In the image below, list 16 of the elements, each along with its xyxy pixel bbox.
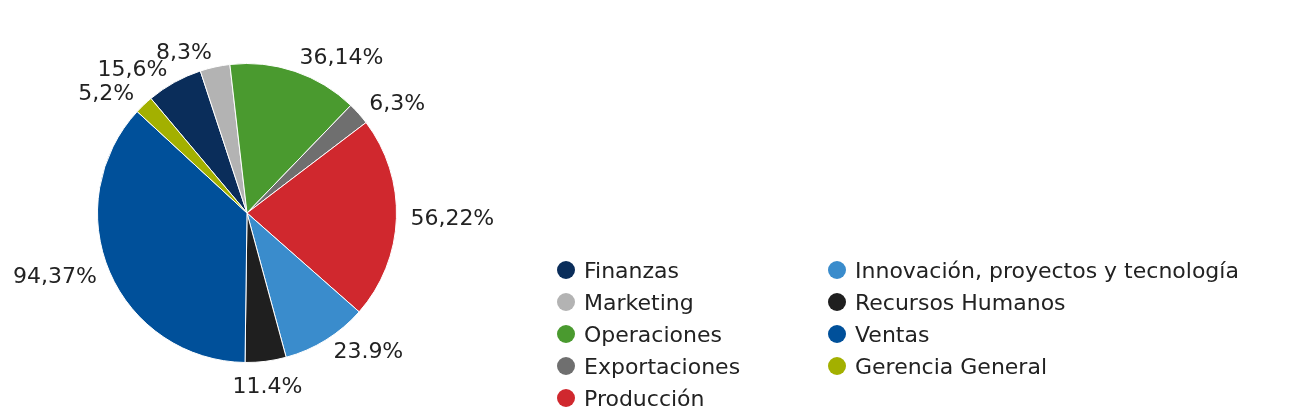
legend-label: Exportaciones xyxy=(584,353,741,379)
data-label: 6,3% xyxy=(369,90,426,116)
data-label: 56,22% xyxy=(410,204,495,230)
legend-label: Gerencia General xyxy=(855,353,1048,379)
legend-label: Innovación, proyectos y tecnología xyxy=(855,257,1239,283)
data-label: 11.4% xyxy=(232,372,303,398)
data-label: 23.9% xyxy=(333,337,404,363)
legend-label: Producción xyxy=(584,385,705,411)
legend-label: Marketing xyxy=(584,289,694,315)
legend-label: Ventas xyxy=(855,321,930,347)
legend-label: Operaciones xyxy=(584,321,722,347)
data-label: 36,14% xyxy=(299,43,384,69)
data-label: 94,37% xyxy=(12,263,97,289)
data-label: 5,2% xyxy=(78,80,135,106)
legend-label: Finanzas xyxy=(584,257,680,283)
legend-label: Recursos Humanos xyxy=(855,289,1066,315)
